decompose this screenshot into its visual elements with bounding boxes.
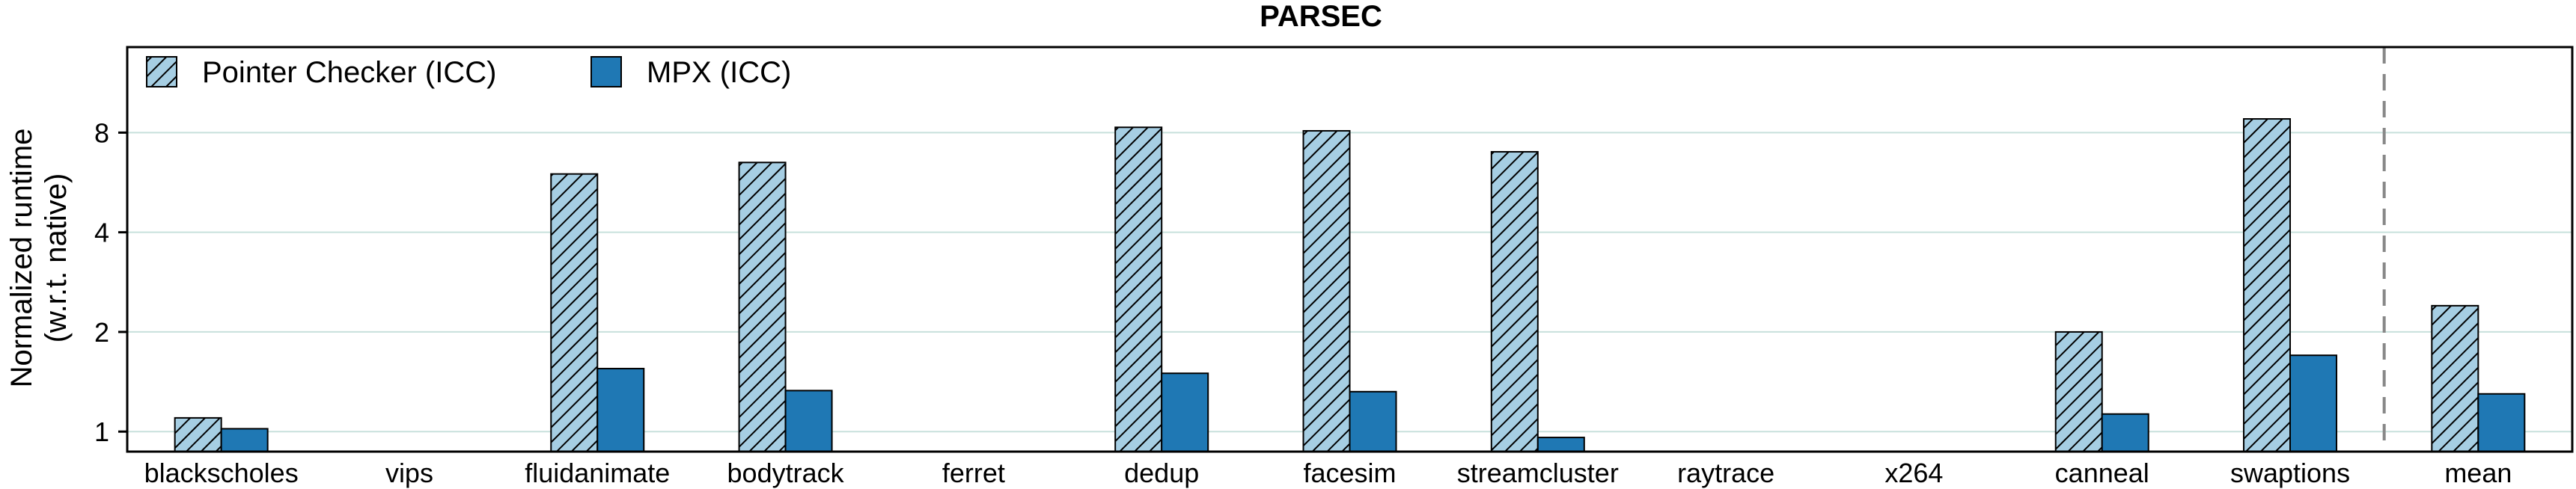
x-tick-label: mean: [2444, 458, 2512, 488]
bar-mpx: [784, 390, 833, 452]
x-tick-label: blackscholes: [144, 458, 299, 488]
bar-pointer-checker: [1302, 129, 1351, 452]
x-tick-label: x264: [1884, 458, 1943, 488]
legend: Pointer Checker (ICC) MPX (ICC): [146, 56, 791, 89]
y-tick-label: 2: [94, 317, 109, 348]
x-tick-label: fluidanimate: [525, 458, 670, 488]
bar-pointer-checker: [174, 416, 222, 452]
bars: [174, 118, 2526, 453]
y-tick-label: 4: [94, 218, 109, 248]
y-tick-label: 8: [94, 117, 109, 148]
x-tick-label: canneal: [2055, 458, 2149, 488]
bar-pointer-checker: [1114, 126, 1163, 452]
legend-label-mpx: MPX (ICC): [647, 56, 791, 89]
bar-pointer-checker: [2054, 330, 2103, 452]
bar-pointer-checker: [2243, 118, 2292, 452]
bar-mpx: [1349, 390, 1397, 452]
y-axis-ticks: 1 2 4 8: [94, 117, 127, 447]
bar-mpx: [596, 367, 645, 452]
bar-pointer-checker: [738, 162, 787, 453]
x-tick-label: vips: [385, 458, 433, 488]
y-axis-label-line-1: Normalized runtime: [5, 129, 38, 388]
plot-frame: [126, 46, 2574, 453]
x-tick-label: bodytrack: [727, 458, 845, 488]
y-axis-label-line-2: (w.r.t. native): [40, 173, 73, 343]
x-tick-label: facesim: [1303, 458, 1396, 488]
y-tick-label: 1: [94, 416, 109, 447]
legend-label-pointer-checker: Pointer Checker (ICC): [202, 56, 496, 89]
bar-pointer-checker: [1490, 151, 1539, 452]
x-tick-label: raytrace: [1677, 458, 1774, 488]
x-tick-label: streamcluster: [1457, 458, 1619, 488]
bar-mpx: [1161, 372, 1209, 453]
bar-pointer-checker: [550, 173, 599, 452]
x-tick-label: dedup: [1124, 458, 1199, 488]
x-axis-ticks: blackscholes vips fluidanimate bodytrack fer…: [144, 458, 2512, 488]
bar-mpx: [220, 428, 269, 452]
bar-mpx: [1536, 437, 1585, 452]
chart-title: PARSEC: [1260, 0, 1382, 33]
legend-swatch-mpx: [590, 56, 622, 87]
y-axis-label: Normalized runtime (w.r.t. native): [5, 129, 73, 388]
x-tick-label: swaptions: [2230, 458, 2350, 488]
x-tick-label: ferret: [942, 458, 1005, 488]
bar-mpx: [2477, 393, 2526, 453]
bar-pointer-checker: [2431, 304, 2479, 453]
bar-mpx: [2101, 413, 2149, 453]
bar-mpx: [2289, 354, 2338, 453]
legend-swatch-pointer-checker: [146, 56, 177, 87]
